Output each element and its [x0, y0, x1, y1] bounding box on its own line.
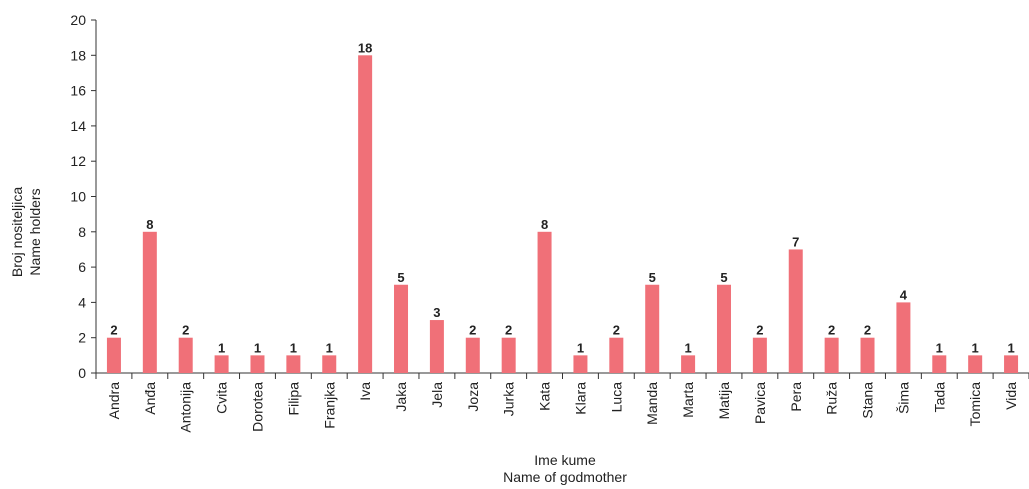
- category-label: Cvita: [214, 382, 230, 414]
- category-label: Filipa: [285, 382, 301, 416]
- y-tick-label: 18: [70, 47, 86, 63]
- category-label: Luca: [608, 382, 624, 413]
- category-label: Ruža: [824, 382, 840, 415]
- bar: [106, 337, 121, 373]
- bar: [609, 337, 624, 373]
- data-label: 18: [358, 40, 372, 55]
- data-label: 1: [684, 340, 691, 355]
- bar: [394, 284, 409, 373]
- data-label: 1: [577, 340, 584, 355]
- bar: [645, 284, 660, 373]
- category-label: Jurka: [501, 382, 517, 416]
- y-tick-label: 16: [70, 83, 86, 99]
- bar: [968, 355, 983, 373]
- bar: [896, 302, 911, 373]
- data-label: 4: [900, 287, 908, 302]
- category-label: Jaka: [393, 382, 409, 412]
- y-tick-label: 4: [78, 294, 86, 310]
- data-label: 5: [720, 270, 727, 285]
- y-tick-label: 12: [70, 153, 86, 169]
- data-label: 8: [541, 217, 548, 232]
- category-label: Tada: [931, 382, 947, 413]
- category-label: Pera: [788, 382, 804, 412]
- bar: [752, 337, 767, 373]
- data-label: 1: [972, 340, 979, 355]
- category-label: Marta: [680, 382, 696, 418]
- bar: [322, 355, 337, 373]
- category-label: Klara: [572, 382, 588, 415]
- bar: [788, 249, 803, 373]
- bar: [214, 355, 229, 373]
- bar: [1004, 355, 1019, 373]
- bar: [716, 284, 731, 373]
- data-label: 2: [613, 323, 620, 338]
- bar: [429, 320, 444, 373]
- data-label: 2: [469, 323, 476, 338]
- bar: [573, 355, 588, 373]
- data-label: 2: [828, 323, 835, 338]
- bar: [250, 355, 265, 373]
- bar: [932, 355, 947, 373]
- y-tick-label: 6: [78, 259, 86, 275]
- bar: [860, 337, 875, 373]
- bar: [286, 355, 301, 373]
- category-label: Stana: [860, 382, 876, 419]
- data-label: 1: [290, 340, 297, 355]
- data-label: 5: [397, 270, 404, 285]
- data-label: 2: [110, 323, 117, 338]
- y-axis-title-line-2: Name holders: [27, 188, 43, 275]
- category-label: Matija: [716, 382, 732, 420]
- bar: [824, 337, 839, 373]
- bar: [537, 231, 552, 373]
- bar: [358, 55, 373, 374]
- category-label: Anđa: [142, 382, 158, 415]
- y-tick-label: 10: [70, 189, 86, 205]
- data-label: 2: [182, 323, 189, 338]
- bar: [501, 337, 516, 373]
- data-label: 2: [505, 323, 512, 338]
- y-tick-label: 2: [78, 330, 86, 346]
- category-label: Pavica: [752, 382, 768, 424]
- category-label: Jela: [429, 382, 445, 408]
- y-axis-title-line-1: Broj nositeljica: [9, 187, 25, 277]
- bar: [465, 337, 480, 373]
- data-label: 2: [864, 323, 871, 338]
- category-label: Šima: [895, 382, 911, 414]
- category-label: Kata: [537, 382, 553, 411]
- category-label: Franjka: [321, 382, 337, 429]
- data-label: 2: [756, 323, 763, 338]
- bar: [142, 231, 157, 373]
- bar: [681, 355, 696, 373]
- y-tick-label: 20: [70, 12, 86, 28]
- data-label: 1: [218, 340, 225, 355]
- category-label: Iva: [357, 382, 373, 401]
- category-label: Antonija: [178, 382, 194, 433]
- y-tick-label: 14: [70, 118, 86, 134]
- category-label: Joza: [465, 382, 481, 412]
- category-label: Dorotea: [249, 382, 265, 432]
- x-axis-title-line-2: Name of godmother: [503, 469, 627, 485]
- data-label: 7: [792, 234, 799, 249]
- x-axis-title-line-1: Ime kume: [534, 452, 596, 468]
- category-label: Manda: [644, 382, 660, 425]
- category-label: Vida: [1003, 382, 1019, 410]
- data-label: 1: [936, 340, 943, 355]
- y-tick-label: 8: [78, 224, 86, 240]
- data-label: 1: [326, 340, 333, 355]
- data-label: 1: [254, 340, 261, 355]
- category-label: Tomica: [967, 382, 983, 427]
- bar: [178, 337, 193, 373]
- data-label: 1: [1007, 340, 1014, 355]
- category-label: Andra: [106, 382, 122, 420]
- data-label: 3: [433, 305, 440, 320]
- data-label: 8: [146, 217, 153, 232]
- data-label: 5: [649, 270, 656, 285]
- y-tick-label: 0: [78, 365, 86, 381]
